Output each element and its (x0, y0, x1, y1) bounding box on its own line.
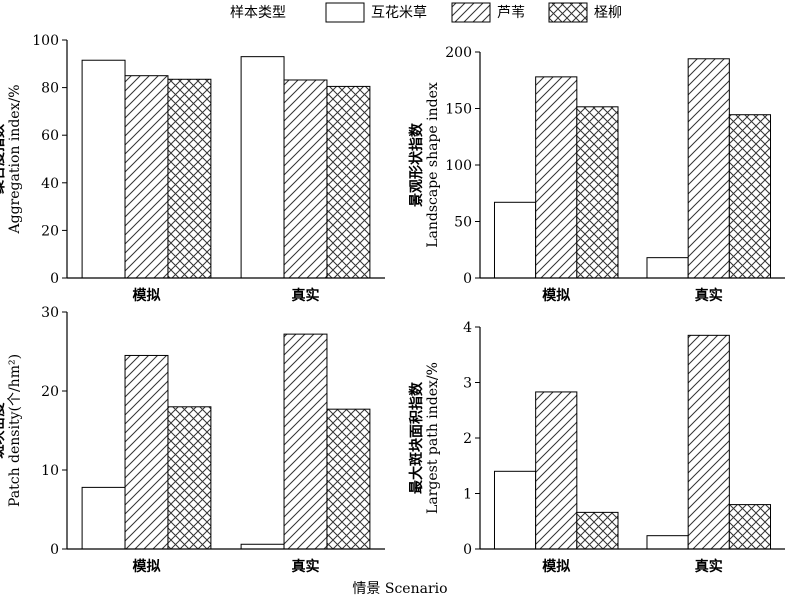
legend-swatch-blank (325, 2, 365, 23)
legend-item-blank: 互花米草 (325, 2, 427, 23)
y-tick-label: 0 (50, 542, 59, 558)
y-axis-title-cn: 斑块密度 (0, 402, 7, 459)
y-axis-title-en: Patch density(个/hm²) (7, 354, 23, 507)
y-tick-label: 40 (41, 176, 59, 192)
y-axis-title-en: Largest path index/% (425, 362, 441, 514)
panel-largest-patch-index: 0 1 2 3 4 模拟 真实 最大斑块面积指数 Largest path index/% (408, 320, 785, 575)
y-tick-label: 100 (445, 158, 472, 174)
y-tick-label: 30 (41, 305, 59, 321)
bar-diagonal-0 (124, 354, 169, 550)
y-tick-label: 80 (41, 81, 59, 97)
y-tick-label: 0 (463, 542, 472, 558)
legend-swatch-cross (548, 2, 588, 23)
bar-blank-0 (493, 470, 537, 550)
y-tick-label: 150 (445, 102, 472, 118)
y-axis-title-cn: 最大斑块面积指数 (408, 381, 425, 494)
legend-label-cross: 柽柳 (594, 4, 622, 21)
y-tick-label: 50 (454, 215, 472, 231)
y-tick-label: 100 (32, 33, 59, 49)
x-axis-title: 情景 Scenario (352, 581, 447, 597)
category-label: 模拟 (133, 287, 161, 304)
bar-diagonal-1 (687, 334, 730, 550)
y-tick-label: 1 (463, 487, 472, 503)
legend: 样本类型 互花米草 芦苇 柽柳 (230, 2, 622, 23)
panel-aggregation-index: 0 20 40 60 80 100 模拟 真实 聚合度指数 Aggregation index/% (0, 33, 385, 304)
legend-item-cross: 柽柳 (548, 2, 622, 23)
y-tick-label: 200 (445, 45, 472, 61)
category-label: 真实 (695, 287, 723, 304)
y-tick-label: 10 (41, 463, 59, 479)
legend-label-blank: 互花米草 (371, 5, 427, 21)
bar-cross-1 (728, 504, 772, 550)
y-tick-label: 2 (463, 431, 472, 447)
legend-label-diagonal: 芦苇 (497, 5, 525, 21)
bar-blank-0 (493, 201, 537, 279)
bar-cross-1 (326, 85, 371, 279)
bar-diagonal-0 (124, 75, 169, 279)
bar-diagonal-1 (687, 58, 730, 279)
bar-diagonal-0 (535, 391, 578, 550)
bar-blank-1 (646, 535, 689, 550)
bar-blank-0 (81, 59, 126, 279)
bar-cross-0 (576, 106, 619, 279)
bar-diagonal-0 (535, 76, 578, 279)
category-label: 模拟 (133, 558, 161, 575)
y-tick-label: 0 (50, 271, 59, 287)
y-tick-label: 20 (41, 384, 59, 400)
category-label: 真实 (292, 287, 320, 304)
legend-title: 样本类型 (230, 5, 286, 21)
bar-blank-1 (240, 56, 285, 279)
bar-cross-0 (576, 511, 619, 550)
legend-swatch-diagonal (451, 2, 491, 23)
bar-diagonal-1 (283, 333, 328, 550)
y-tick-label: 0 (463, 271, 472, 287)
category-label: 模拟 (542, 287, 570, 304)
panel-patch-density: 0 10 20 30 模拟 真实 斑块密度 Patch density(个/hm²) (0, 305, 385, 575)
y-axis-title-cn: 景观形状指数 (408, 122, 425, 207)
bar-blank-1 (646, 257, 689, 279)
y-tick-label: 3 (463, 376, 472, 392)
bar-cross-1 (728, 114, 772, 279)
category-label: 模拟 (542, 558, 570, 575)
category-label: 真实 (292, 558, 320, 575)
bar-blank-1 (240, 543, 285, 550)
y-axis-title-en: Aggregation index/% (7, 85, 23, 235)
y-axis-title-en: Landscape shape index (425, 82, 441, 248)
legend-item-diagonal: 芦苇 (451, 2, 525, 23)
y-axis-title-cn: 聚合度指数 (0, 123, 7, 195)
bar-diagonal-1 (283, 79, 328, 279)
y-tick-label: 20 (41, 223, 59, 239)
panel-landscape-shape-index: 0 50 100 150 200 模拟 真实 景观形状指数 Landscape shape in… (408, 45, 785, 304)
bar-cross-1 (326, 408, 371, 550)
y-tick-label: 4 (463, 320, 472, 336)
y-tick-label: 60 (41, 128, 59, 144)
bar-blank-0 (81, 486, 126, 550)
bar-cross-0 (167, 78, 212, 279)
category-label: 真实 (695, 558, 723, 575)
bar-cross-0 (167, 406, 212, 550)
